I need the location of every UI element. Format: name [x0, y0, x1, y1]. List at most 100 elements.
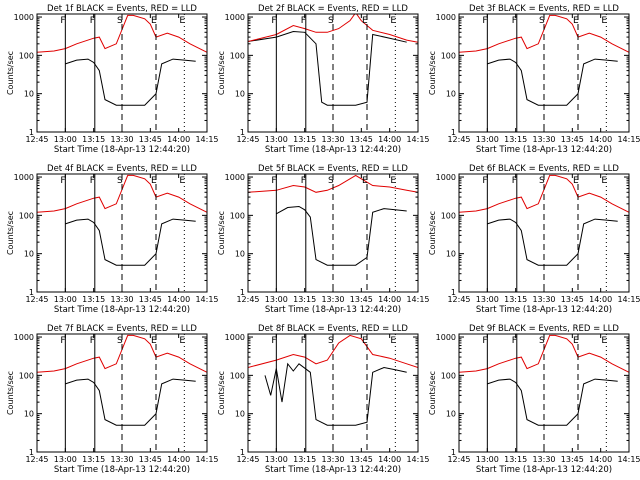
detector-panel-2: Det 2f BLACK = Events, RED = LLD F F S E E 12:… — [217, 4, 430, 155]
y-tick-label: 1 — [29, 448, 34, 457]
y-tick-label: 100 — [230, 211, 245, 220]
marker-letter: F — [271, 336, 276, 346]
x-tick-label: 12:45 — [236, 295, 259, 304]
lld-series-line — [248, 334, 418, 368]
marker-letter: E — [179, 336, 185, 346]
x-tick-label: 13:30 — [532, 455, 555, 464]
y-axis-label: Counts/sec — [217, 51, 226, 95]
x-tick-label: 14:15 — [406, 295, 429, 304]
y-tick-label: 1000 — [14, 173, 34, 182]
marker-letter: E — [573, 176, 579, 186]
x-tick-label: 13:45 — [561, 135, 584, 144]
y-tick-label: 1 — [451, 288, 456, 297]
y-tick-label: 1 — [451, 448, 456, 457]
y-tick-label: 10 — [446, 90, 456, 99]
x-tick-label: 13:30 — [110, 295, 133, 304]
y-tick-label: 10 — [235, 250, 245, 259]
x-tick-label: 14:00 — [589, 135, 612, 144]
y-tick-label: 100 — [441, 371, 456, 380]
panel-title: Det 4f BLACK = Events, RED = LLD — [47, 164, 197, 174]
x-tick-label: 12:45 — [25, 295, 48, 304]
x-tick-label: 14:15 — [195, 135, 218, 144]
y-tick-label: 10 — [235, 410, 245, 419]
panel-title: Det 3f BLACK = Events, RED = LLD — [469, 4, 619, 14]
x-tick-label: 13:00 — [476, 455, 499, 464]
marker-letter: S — [328, 176, 334, 186]
y-axis-label: Counts/sec — [217, 371, 226, 415]
x-tick-label: 13:45 — [350, 455, 373, 464]
y-tick-label: 10 — [24, 250, 34, 259]
marker-letter: F — [90, 16, 95, 26]
marker-letter: F — [301, 176, 306, 186]
y-tick-label: 10 — [235, 90, 245, 99]
x-tick-label: 12:45 — [25, 135, 48, 144]
y-tick-label: 1000 — [436, 333, 456, 342]
x-tick-label: 13:00 — [54, 295, 77, 304]
events-series-line — [65, 58, 196, 106]
x-axis-label: Start Time (18-Apr-13 12:44:20) — [265, 145, 401, 155]
events-series-line — [65, 378, 196, 426]
x-tick-label: 14:00 — [378, 295, 401, 304]
marker-letter: S — [117, 16, 123, 26]
y-tick-label: 100 — [230, 51, 245, 60]
detector-panel-5: Det 5f BLACK = Events, RED = LLD F F S E E 12:… — [217, 164, 430, 315]
x-tick-label: 14:15 — [195, 295, 218, 304]
marker-letter: E — [179, 176, 185, 186]
y-tick-label: 10 — [24, 90, 34, 99]
x-tick-label: 14:15 — [406, 135, 429, 144]
detector-panel-1: Det 1f BLACK = Events, RED = LLD F F S E E 12:… — [6, 4, 219, 155]
y-tick-label: 100 — [19, 51, 34, 60]
marker-letter: F — [301, 336, 306, 346]
x-tick-label: 13:15 — [293, 295, 316, 304]
detector-panel-9: Det 9f BLACK = Events, RED = LLD F F S E E 12:… — [428, 324, 640, 475]
y-tick-label: 10 — [446, 410, 456, 419]
x-tick-label: 13:15 — [82, 135, 105, 144]
lld-series-line — [248, 14, 418, 43]
marker-letter: S — [539, 336, 545, 346]
x-tick-label: 13:45 — [139, 455, 162, 464]
marker-letter: S — [328, 336, 334, 346]
x-tick-label: 13:30 — [532, 135, 555, 144]
x-tick-label: 14:15 — [195, 455, 218, 464]
marker-letter: E — [151, 336, 157, 346]
panel-title: Det 7f BLACK = Events, RED = LLD — [47, 324, 197, 334]
x-axis-label: Start Time (18-Apr-13 12:44:20) — [476, 305, 612, 315]
lld-series-line — [459, 174, 629, 213]
x-tick-label: 13:00 — [54, 135, 77, 144]
x-tick-label: 13:00 — [265, 295, 288, 304]
y-axis-label: Counts/sec — [428, 211, 437, 255]
x-tick-label: 13:45 — [139, 135, 162, 144]
marker-letter: F — [512, 176, 517, 186]
marker-letter: E — [362, 176, 368, 186]
x-tick-label: 13:15 — [504, 455, 527, 464]
marker-letter: E — [390, 16, 396, 26]
x-axis-label: Start Time (18-Apr-13 12:44:20) — [54, 145, 190, 155]
detector-panel-3: Det 3f BLACK = Events, RED = LLD F F S E E 12:… — [428, 4, 640, 155]
y-tick-label: 1000 — [14, 13, 34, 22]
y-axis-label: Counts/sec — [428, 371, 437, 415]
x-tick-label: 12:45 — [236, 455, 259, 464]
events-series-line — [65, 218, 196, 266]
x-tick-label: 12:45 — [447, 295, 470, 304]
x-axis-label: Start Time (18-Apr-13 12:44:20) — [54, 465, 190, 475]
marker-letter: E — [601, 336, 607, 346]
x-tick-label: 12:45 — [236, 135, 259, 144]
x-tick-label: 14:15 — [617, 295, 640, 304]
x-tick-label: 13:00 — [265, 135, 288, 144]
lld-series-line — [37, 174, 207, 213]
marker-letter: E — [390, 336, 396, 346]
marker-letter: E — [179, 16, 185, 26]
x-tick-label: 12:45 — [25, 455, 48, 464]
y-tick-label: 100 — [230, 371, 245, 380]
lld-series-line — [459, 334, 629, 373]
y-tick-label: 1 — [29, 288, 34, 297]
x-tick-label: 13:30 — [110, 135, 133, 144]
marker-letter: F — [482, 16, 487, 26]
y-tick-label: 1000 — [14, 333, 34, 342]
x-tick-label: 13:30 — [110, 455, 133, 464]
marker-letter: F — [271, 176, 276, 186]
y-axis-label: Counts/sec — [217, 211, 226, 255]
marker-letter: S — [539, 16, 545, 26]
x-axis-label: Start Time (18-Apr-13 12:44:20) — [476, 145, 612, 155]
